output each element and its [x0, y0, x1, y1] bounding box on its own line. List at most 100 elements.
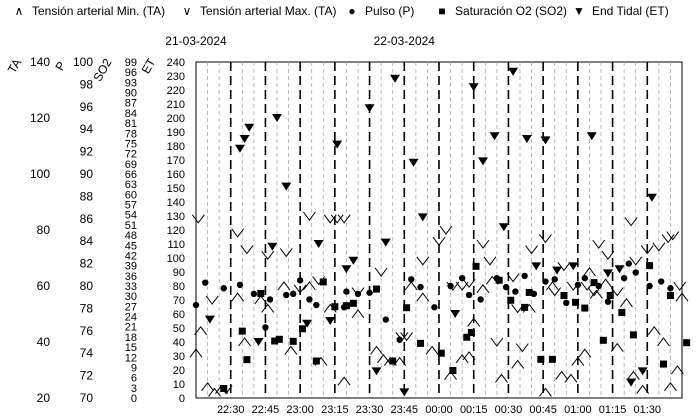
pulse-point: [220, 285, 227, 292]
pulse-point: [431, 304, 438, 311]
so2-point: [319, 278, 327, 286]
et-point: [281, 182, 292, 191]
ta-max-point: [337, 214, 351, 224]
so2-point: [521, 303, 529, 311]
ta-max-point: [629, 256, 643, 266]
axis-name-ta: TA: [5, 56, 24, 76]
triangle-down-icon: ▼: [573, 4, 585, 18]
so2-point: [389, 357, 397, 365]
pulse-point: [477, 296, 484, 303]
y-tick-label-so2: 15: [125, 342, 137, 354]
ta-min-point: [404, 281, 418, 291]
y-tick-label-et: 40: [173, 337, 185, 349]
legend-label-et: End Tidal (ET): [592, 4, 669, 18]
ta-max-point: [610, 287, 624, 297]
ta-max-point: [506, 273, 520, 283]
so2-point: [373, 285, 381, 293]
y-tick-label-ta: 140: [30, 55, 50, 69]
y-tick-label-so2: 57: [125, 200, 137, 212]
so2-point: [331, 303, 339, 311]
so2-point: [298, 325, 306, 333]
et-point: [568, 262, 579, 271]
y-tick-label-p: 70: [80, 391, 94, 405]
pulse-point: [343, 288, 350, 295]
y-tick-label-p: 80: [80, 279, 94, 293]
y-tick-label-p: 72: [80, 369, 94, 383]
y-tick-label-et: 30: [173, 351, 185, 363]
y-tick-label-so2: 9: [131, 362, 137, 374]
pulse-point: [657, 278, 665, 285]
pulse-point: [574, 281, 582, 289]
ta-max-point: [279, 248, 293, 258]
ta-min-point: [571, 356, 585, 366]
so2-point: [349, 299, 357, 307]
ta-min-point: [647, 325, 661, 336]
y-tick-label-et: 10: [173, 379, 185, 391]
ta-max-point: [592, 239, 606, 249]
so2-point: [463, 333, 471, 341]
et-point: [408, 158, 419, 167]
so2-point: [220, 384, 228, 392]
ta-min-point: [462, 351, 476, 361]
pulse-point: [667, 285, 674, 292]
y-tick-label-so2: 72: [125, 149, 137, 161]
so2-point: [495, 276, 503, 284]
ta-max-point: [261, 250, 275, 261]
pulse-point: [283, 291, 290, 299]
et-point: [325, 317, 336, 325]
so2-point: [581, 304, 589, 312]
so2-point: [618, 308, 626, 316]
ta-max-point: [191, 214, 205, 224]
so2-point: [606, 292, 614, 300]
et-point: [244, 123, 255, 132]
so2-point: [275, 335, 283, 343]
ta-min-point: [416, 292, 430, 302]
et-point: [272, 114, 282, 122]
pulse-point: [625, 260, 632, 267]
so2-point: [437, 349, 445, 357]
pulse-point: [396, 336, 403, 343]
et-point: [602, 269, 613, 278]
y-tick-label-so2: 27: [125, 301, 137, 313]
date-label: 22-03-2024: [374, 34, 436, 48]
y-tick-label-p: 94: [80, 122, 94, 136]
x-tick-label: 00:00: [425, 404, 453, 416]
legend-label-pulse: Pulso (P): [365, 4, 415, 18]
ta-max-point: [587, 287, 601, 297]
legend-item-pulse: ● Pulso (P): [345, 4, 414, 18]
ta-max-point: [231, 228, 245, 238]
et-point: [332, 140, 343, 149]
ta-min-point: [495, 373, 508, 383]
pulse-point: [382, 316, 389, 323]
ta-min-point: [583, 267, 596, 277]
y-tick-label-et: 70: [173, 295, 185, 307]
y-tick-label-so2: 87: [125, 98, 137, 110]
y-tick-label-et: 220: [167, 85, 185, 97]
y-tick-label-so2: 75: [125, 138, 137, 150]
et-point: [371, 367, 382, 376]
so2-point: [629, 331, 637, 339]
y-tick-label-et: 140: [167, 197, 185, 209]
so2-point: [238, 327, 246, 335]
ta-min-point: [277, 281, 291, 291]
ta-max-point: [652, 242, 666, 252]
y-tick-label-p: 88: [80, 189, 94, 203]
y-tick-label-so2: 30: [125, 291, 137, 303]
y-tick-label-p: 92: [80, 145, 94, 159]
x-tick-label: 22:45: [252, 404, 280, 416]
y-tick-label-et: 240: [167, 57, 185, 69]
y-tick-label-so2: 24: [125, 312, 137, 324]
pulse-point: [465, 291, 473, 299]
et-point: [390, 74, 401, 83]
so2-point: [537, 355, 545, 363]
ta-min-point: [455, 353, 469, 364]
y-tick-label-so2: 51: [125, 220, 137, 232]
et-point: [313, 240, 324, 248]
pulse-point: [646, 282, 653, 290]
pulse-point: [581, 274, 588, 282]
ta-max-point: [640, 245, 654, 255]
so2-point: [507, 296, 515, 304]
y-tick-label-et: 50: [173, 323, 185, 335]
et-point: [364, 104, 375, 113]
